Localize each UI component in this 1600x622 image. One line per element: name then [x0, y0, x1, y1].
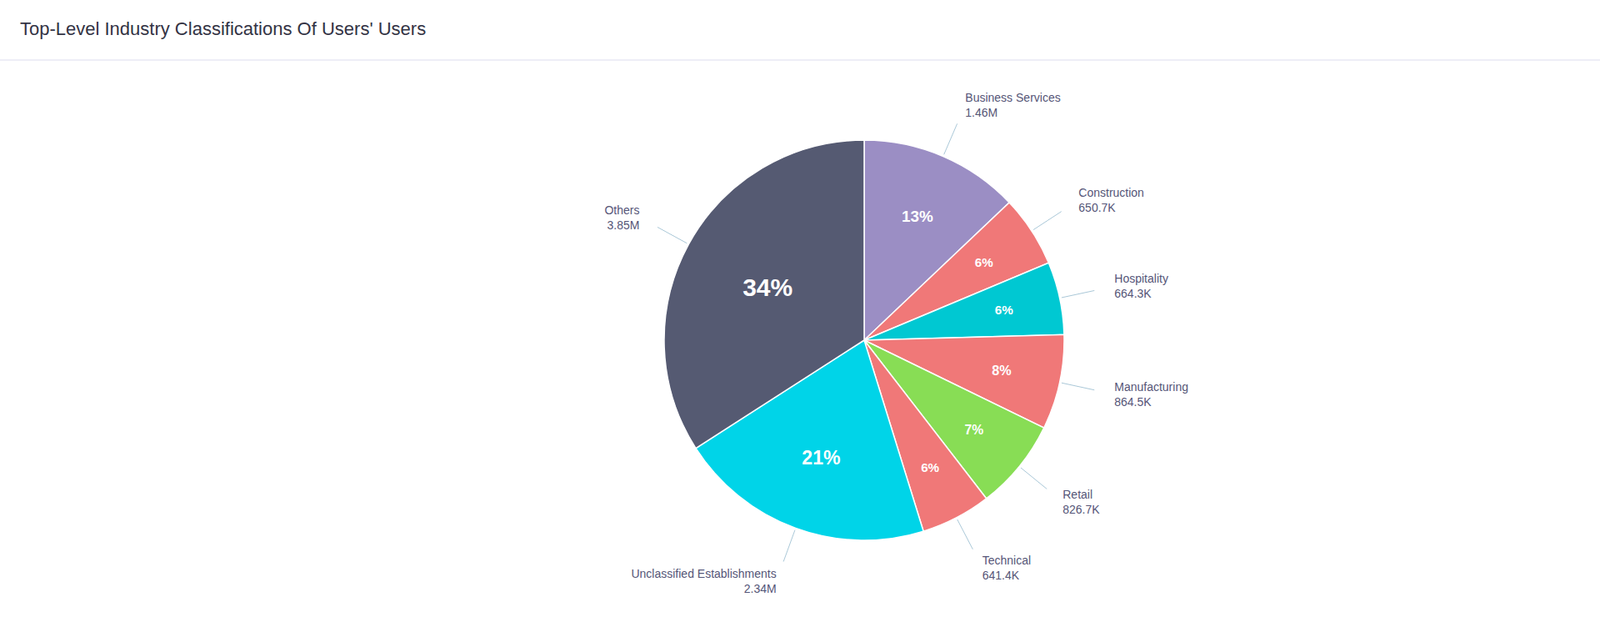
share-label: 6%	[975, 255, 994, 270]
leader-line	[657, 226, 687, 243]
leader-line	[1061, 290, 1095, 297]
share-label: 7%	[965, 422, 985, 437]
category-label: Hospitality	[1114, 271, 1169, 285]
slices	[664, 140, 1065, 540]
value-label: 650.7K	[1078, 200, 1116, 215]
category-label: Retail	[1062, 487, 1093, 501]
value-label: 664.3K	[1114, 286, 1152, 300]
value-label: 826.7K	[1062, 502, 1100, 516]
share-label: 13%	[901, 207, 934, 225]
title: Top-Level Industry Classifications Of Us…	[20, 18, 426, 40]
title-separator	[0, 60, 1600, 61]
value-label: 1.46M	[965, 105, 998, 120]
category-label: Others	[604, 203, 640, 217]
labels: 13%Business Services1.46M6%Construction6…	[604, 90, 1189, 595]
category-label: Business Services	[965, 90, 1060, 105]
leader-line	[957, 519, 974, 550]
category-label: Manufacturing	[1114, 380, 1189, 394]
value-label: 641.4K	[982, 568, 1020, 582]
share-label: 6%	[995, 302, 1014, 317]
category-label: Unclassified Establishments	[630, 566, 776, 580]
value-label: 3.85M	[607, 218, 640, 232]
share-label: 21%	[801, 446, 840, 469]
leader-line	[783, 530, 795, 562]
pie-slice	[864, 262, 1065, 340]
pie-slice	[664, 140, 865, 449]
share-label: 34%	[742, 273, 793, 301]
chart-container: Top-Level Industry Classifications Of Us…	[0, 0, 1600, 622]
chart-svg: Top-Level Industry Classifications Of Us…	[0, 0, 1600, 622]
category-label: Technical	[982, 553, 1031, 567]
leader-line	[1033, 211, 1062, 230]
leader-line	[1020, 467, 1047, 489]
value-label: 864.5K	[1114, 395, 1152, 409]
share-label: 8%	[991, 362, 1011, 378]
category-label: Construction	[1078, 185, 1145, 200]
leader-line	[944, 123, 958, 155]
value-label: 2.34M	[744, 581, 777, 595]
leader-line	[1061, 382, 1095, 390]
share-label: 6%	[920, 460, 940, 475]
